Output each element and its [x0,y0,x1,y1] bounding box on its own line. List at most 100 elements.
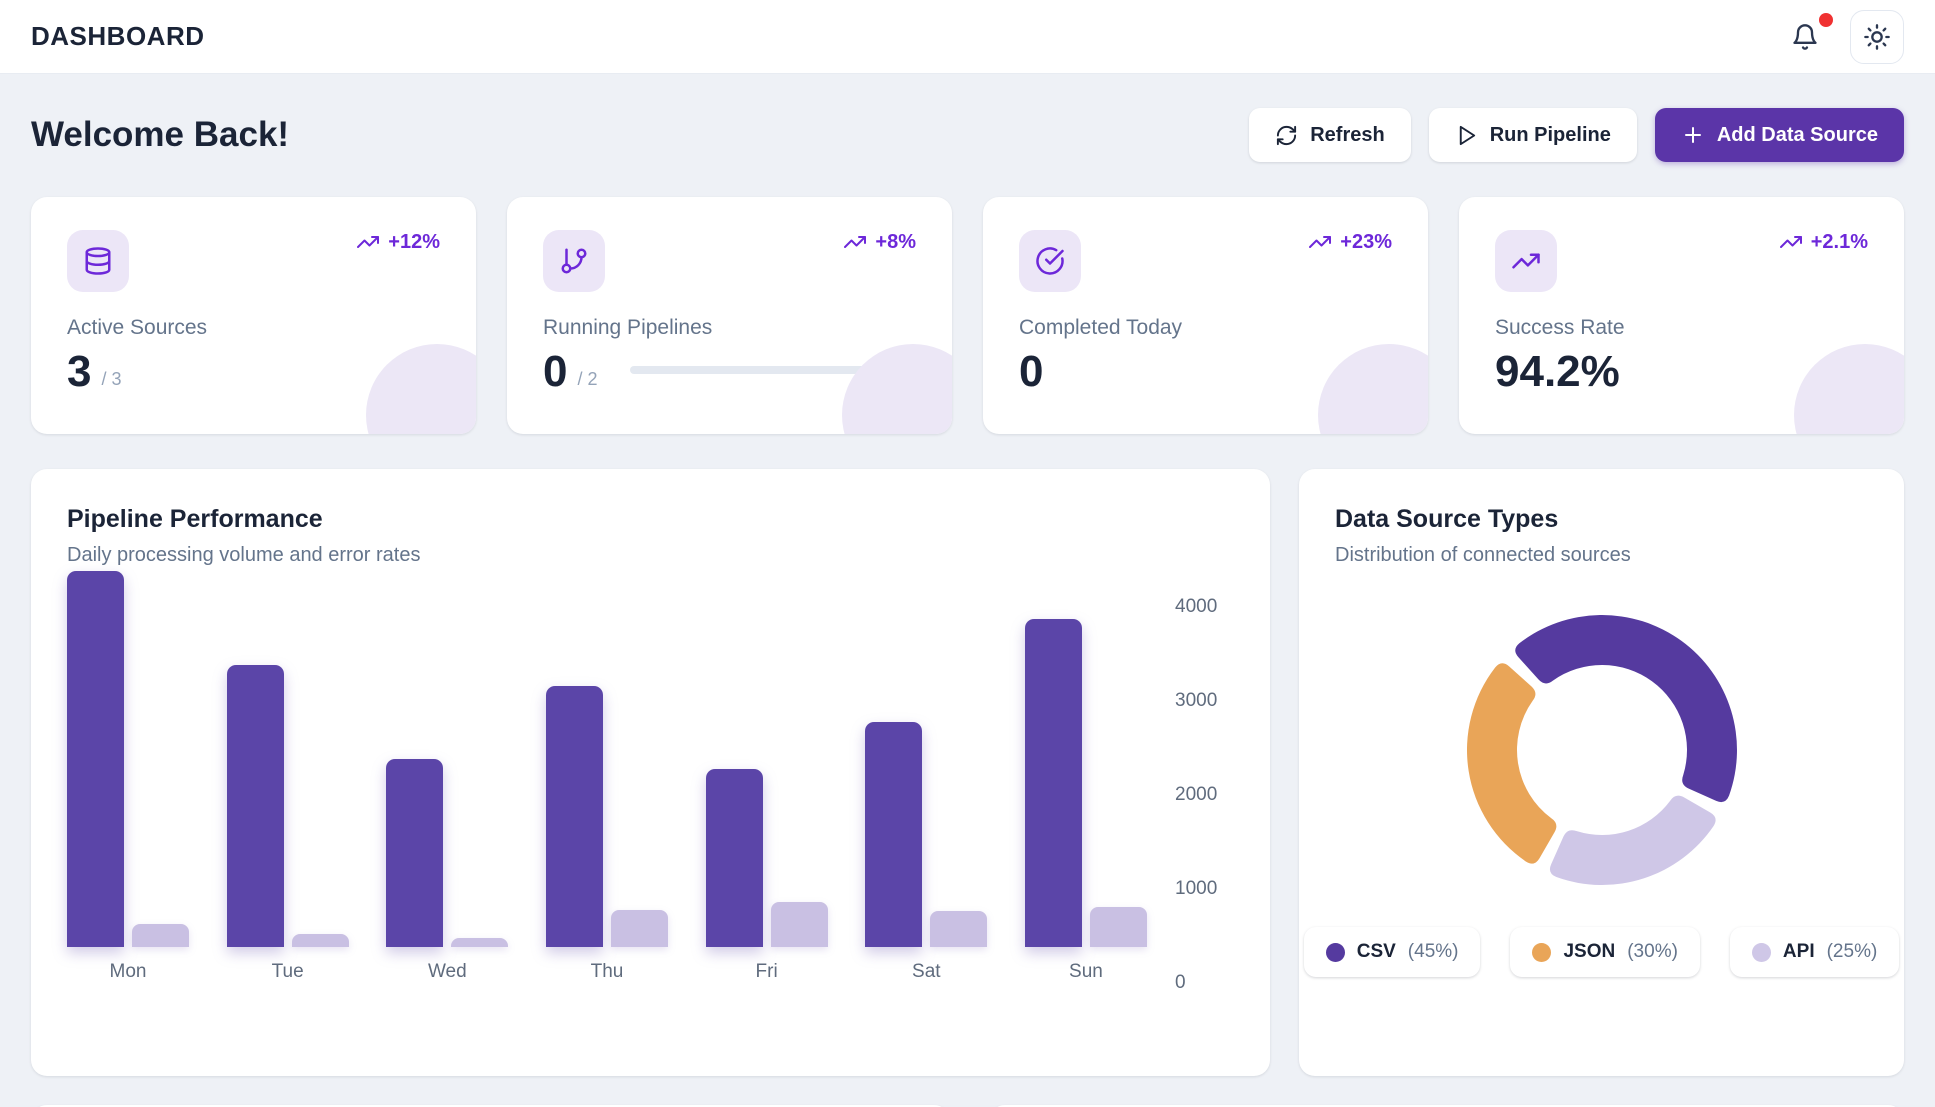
x-axis-label: Sat [912,961,941,982]
bar-volume-sat [865,722,923,947]
stat-suffix: / 2 [577,369,598,389]
legend-name: API [1782,941,1815,962]
x-axis-label: Mon [109,961,147,982]
trend-badge: +23% [1308,230,1392,254]
stat-label: Running Pipelines [543,316,713,339]
bar-group-mon: Mon [67,571,189,983]
data-source-types-card: Data Source Types Distribution of connec… [1299,469,1904,1076]
stat-suffix: / 3 [101,369,122,389]
stat-card-success-rate: +2.1% Success Rate 94.2% [1459,197,1904,434]
legend-chip-csv: CSV (45%) [1303,927,1481,977]
bar-group-tue: Tue [226,571,349,983]
sun-icon [1863,23,1891,51]
refresh-label: Refresh [1310,123,1385,146]
stats-row: +12% Active Sources 3 / 3 [31,197,1904,434]
check-circle-icon [1019,230,1081,292]
stat-label: Completed Today [1019,316,1183,339]
bell-icon [1791,23,1819,51]
x-axis-label: Tue [271,961,304,982]
app-title: DASHBOARD [31,21,205,51]
topbar-actions [1778,9,1904,64]
bar-volume-thu [545,685,603,947]
trend-badge: +12% [356,230,440,254]
legend-dot-api [1751,942,1771,962]
bar-chart-y-axis: 0 1000 2000 3000 4000 [1175,596,1245,993]
trend-value: +12% [388,230,440,253]
refresh-button[interactable]: Refresh [1249,108,1411,162]
legend-pct: (30%) [1627,941,1678,962]
stat-card-active-sources: +12% Active Sources 3 / 3 [31,197,476,434]
trending-up-icon [1495,230,1557,292]
donut-legend: CSV (45%) JSON (30%) API (25%) [1303,927,1900,977]
chart-title: Pipeline Performance [67,505,323,533]
donut-segment-api [1549,795,1716,885]
stat-label: Active Sources [67,316,208,339]
pipeline-progress-bar [629,366,916,374]
legend-pct: (25%) [1826,941,1878,962]
y-axis-tick: 4000 [1175,596,1218,617]
donut-segment-csv [1514,615,1737,803]
legend-dot-json [1532,942,1552,962]
stat-card-running-pipelines: +8% Running Pipelines 0 / 2 [507,197,952,434]
run-pipeline-label: Run Pipeline [1489,123,1611,146]
y-axis-tick: 0 [1175,972,1186,993]
legend-chip-json: JSON (30%) [1510,927,1700,977]
legend-pct: (45%) [1407,941,1459,962]
bar-volume-tue [226,665,284,947]
trending-up-icon [843,230,867,254]
bar-group-sat: Sat [865,571,988,983]
action-buttons: Refresh Run Pipeline Add Data Source [1249,108,1904,162]
bar-group-thu: Thu [545,571,668,983]
main-content: Welcome Back! Refresh Run Pipeline [0,108,1935,1107]
bottom-cards-row [31,1105,1904,1107]
bar-chart: Mon Tue Wed Thu Fri Sat Sun 0 1000 2000 3000 4000 [67,571,1234,993]
donut-segment-json [1466,663,1556,864]
plus-icon [1681,123,1705,147]
stat-label: Success Rate [1495,316,1625,339]
charts-row: Pipeline Performance Daily processing vo… [31,469,1904,1076]
notifications-button[interactable] [1778,9,1833,64]
bottom-card-right [989,1105,1904,1107]
page-title: Welcome Back! [31,115,290,154]
stat-value: 0 [1019,347,1044,396]
x-axis-label: Wed [427,961,467,982]
y-axis-tick: 3000 [1175,690,1218,711]
legend-name: JSON [1563,941,1616,962]
bar-chart-plot: Mon Tue Wed Thu Fri Sat Sun [67,571,1147,983]
bar-group-sun: Sun [1024,571,1147,983]
bar-group-wed: Wed [386,571,509,983]
legend-chip-api: API (25%) [1729,927,1900,977]
bar-errors-tue [291,933,349,947]
bar-errors-sun [1089,906,1147,947]
trending-up-icon [1308,230,1332,254]
chart-subtitle: Distribution of connected sources [1335,544,1631,566]
pipeline-performance-card: Pipeline Performance Daily processing vo… [31,469,1270,1076]
bar-volume-sun [1024,618,1082,947]
stat-value: 94.2% [1495,347,1620,396]
bottom-card-left [31,1105,950,1107]
trend-badge: +2.1% [1779,230,1868,254]
top-bar: DASHBOARD [0,0,1935,74]
bar-errors-sat [930,911,988,947]
bar-volume-wed [386,759,444,947]
bar-errors-fri [770,901,828,947]
bar-volume-fri [705,769,763,947]
run-pipeline-button[interactable]: Run Pipeline [1428,108,1637,162]
trend-value: +23% [1340,230,1392,253]
bar-group-fri: Fri [705,571,828,983]
theme-toggle-button[interactable] [1850,9,1904,64]
chart-title: Data Source Types [1335,505,1559,533]
play-icon [1455,124,1478,147]
donut-chart [1466,615,1737,885]
refresh-icon [1275,124,1298,147]
y-axis-tick: 1000 [1175,878,1218,899]
bar-errors-mon [132,924,189,947]
add-data-source-label: Add Data Source [1716,123,1878,146]
bar-errors-wed [451,937,509,947]
stat-card-completed-today: +23% Completed Today 0 [983,197,1428,434]
x-axis-label: Fri [755,961,778,982]
database-icon [67,230,129,292]
chart-subtitle: Daily processing volume and error rates [67,544,421,566]
trending-up-icon [1779,230,1803,254]
add-data-source-button[interactable]: Add Data Source [1654,108,1904,162]
